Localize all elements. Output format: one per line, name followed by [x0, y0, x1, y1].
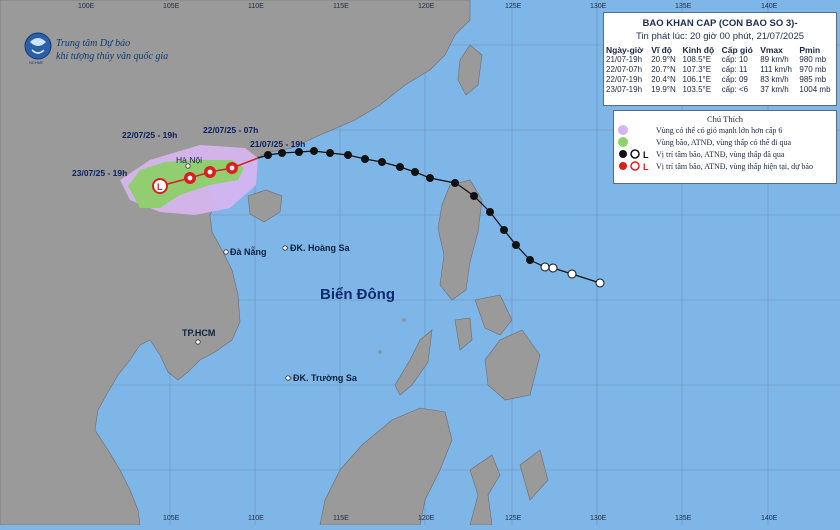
- past-track-symbols-icon: L: [618, 149, 656, 159]
- philippines-islands: [394, 179, 541, 401]
- table-cell: 970 mb: [799, 65, 827, 74]
- legend-text: Vị trí tâm bão, ATNĐ, vùng thấp đã qua: [656, 149, 785, 159]
- forecast-time-label: 22/07/25 - 07h: [203, 125, 259, 135]
- forecast-time-label: 21/07/25 - 19h: [250, 139, 306, 149]
- bulletin-title: BAO KHAN CAP (CON BAO SO 3)-: [642, 18, 798, 29]
- legend-item: Vùng bão, ATNĐ, vùng thấp có thể đi qua: [614, 136, 836, 148]
- table-row: 23/07-19h 19.9°N 103.5°E cấp: <6 37 km/h 1004…: [604, 85, 836, 95]
- lon-label-bottom: 115E: [333, 515, 349, 522]
- legend-text: Vị trí tâm bão, ATNĐ, vùng thấp hiện tại…: [656, 161, 813, 171]
- table-cell: cấp: 10: [721, 55, 748, 64]
- lon-label-top: 135E: [675, 3, 692, 10]
- agency-logo: [24, 32, 52, 60]
- logo-caption: NCHMF: [29, 60, 44, 65]
- past-track-symbols: [264, 147, 605, 288]
- column-header: Kinh độ: [682, 45, 715, 55]
- map-legend: Chú Thích Vùng có thể có gió mạnh lớn hơ…: [613, 110, 837, 184]
- table-cell: cấp: 11: [721, 65, 748, 74]
- table-cell: 89 km/h: [760, 55, 789, 64]
- lon-label-top: 115E: [333, 3, 349, 10]
- forecast-table: Ngày-giờ Vĩ độ Kinh độ Cấp gió Vmax Pmin…: [604, 45, 836, 95]
- table-header-row: Ngày-giờ Vĩ độ Kinh độ Cấp gió Vmax Pmin: [604, 45, 836, 55]
- column-header: Pmin: [799, 45, 821, 55]
- danger-zone-swatch: [618, 137, 628, 147]
- table-cell: 20.9°N: [651, 55, 676, 64]
- forecast-time-label: 23/07/25 - 19h: [72, 168, 128, 178]
- mainland-asia: [0, 0, 471, 526]
- legend-text: Vùng bão, ATNĐ, vùng thấp có thể đi qua: [656, 137, 792, 147]
- forecast-time-label: 22/07/25 - 19h: [122, 130, 178, 140]
- table-cell: 37 km/h: [760, 85, 789, 94]
- table-cell: 103.5°E: [682, 85, 712, 94]
- agency-name-line2: khí tượng thủy văn quốc gia: [56, 51, 169, 62]
- table-cell: 20.4°N: [651, 75, 676, 84]
- lon-label-top: 105E: [163, 3, 180, 10]
- table-cell: 985 mb: [799, 75, 827, 84]
- table-row: 22/07-07h 20.7°N 107.3°E cấp: 11 111 km/h 970…: [604, 65, 836, 75]
- lon-label-bottom: 110E: [248, 515, 264, 522]
- sea-name-label: Biển Đông: [320, 286, 395, 303]
- table-cell: 22/07-07h: [606, 65, 643, 74]
- lon-label-top: 120E: [418, 3, 435, 10]
- taiwan-island: [457, 44, 483, 96]
- column-header: Vmax: [760, 45, 783, 55]
- table-cell: 1004 mb: [799, 85, 831, 94]
- city-label-danang: Đà Nẵng: [230, 247, 267, 257]
- lon-label-top: 140E: [761, 3, 778, 10]
- lon-label-bottom: 125E: [505, 515, 522, 522]
- svg-text:L: L: [643, 162, 649, 171]
- legend-item: Vùng có thể có gió mạnh lớn hơn cấp 6: [614, 124, 836, 136]
- city-markers: [185, 163, 291, 381]
- lon-label-bottom: 135E: [675, 515, 692, 522]
- table-cell: cấp: 09: [721, 75, 748, 84]
- lon-label-top: 100E: [78, 3, 95, 10]
- svg-text:L: L: [157, 182, 163, 192]
- table-row: 22/07-19h 20.4°N 106.1°E cấp: 09 83 km/h 985 …: [604, 75, 836, 85]
- storm-bulletin-panel: BAO KHAN CAP (CON BAO SO 3)- Tin phát lú…: [603, 12, 837, 106]
- legend-item: L Vị trí tâm bão, ATNĐ, vùng thấp hiện t…: [614, 160, 836, 172]
- forecast-symbols-icon: L: [618, 161, 656, 171]
- city-label-hanoi: Hà Nội: [176, 155, 202, 165]
- table-cell: 106.1°E: [682, 75, 712, 84]
- table-cell: 21/07-19h: [606, 55, 643, 64]
- bulletin-issue-time: Tin phát lúc: 20 giờ 00 phút, 21/07/2025: [635, 31, 805, 42]
- legend-title: Chú Thích: [707, 114, 743, 124]
- lon-label-top: 110E: [248, 3, 264, 10]
- table-cell: 980 mb: [799, 55, 827, 64]
- table-cell: 108.5°E: [682, 55, 712, 64]
- column-header: Ngày-giờ: [606, 45, 644, 55]
- lon-label-top: 125E: [505, 3, 522, 10]
- lon-label-bottom: 140E: [761, 515, 778, 522]
- table-cell: 20.7°N: [651, 65, 676, 74]
- borneo-island: [319, 407, 453, 526]
- island-label-truongsa: ĐK. Trường Sa: [293, 373, 357, 383]
- column-header: Cấp gió: [721, 45, 753, 55]
- table-cell: 22/07-19h: [606, 75, 643, 84]
- agency-name-line1: Trung tâm Dự báo: [56, 38, 131, 49]
- risk-zone-swatch: [618, 125, 628, 135]
- legend-item: L Vị trí tâm bão, ATNĐ, vùng thấp đã qua: [614, 148, 836, 160]
- city-label-hcm: TP.HCM: [182, 328, 216, 338]
- hainan-island: [247, 189, 283, 223]
- column-header: Vĩ độ: [651, 45, 672, 55]
- forecast-symbols: L: [152, 162, 238, 194]
- legend-text: Vùng có thể có gió mạnh lớn hơn cấp 6: [656, 125, 783, 135]
- table-cell: 23/07-19h: [606, 85, 643, 94]
- table-row: 21/07-19h 20.9°N 108.5°E cấp: 10 89 km/h 980 …: [604, 55, 836, 65]
- table-cell: 111 km/h: [760, 65, 792, 74]
- table-cell: cấp: <6: [721, 85, 749, 94]
- lon-label-bottom: 105E: [163, 515, 180, 522]
- svg-text:L: L: [643, 150, 649, 159]
- table-cell: 107.3°E: [682, 65, 712, 74]
- lon-label-top: 130E: [590, 3, 607, 10]
- lon-label-bottom: 120E: [418, 515, 435, 522]
- table-cell: 19.9°N: [651, 85, 676, 94]
- lon-label-bottom: 130E: [590, 515, 607, 522]
- island-label-hoangsa: ĐK. Hoàng Sa: [290, 243, 350, 253]
- table-cell: 83 km/h: [760, 75, 789, 84]
